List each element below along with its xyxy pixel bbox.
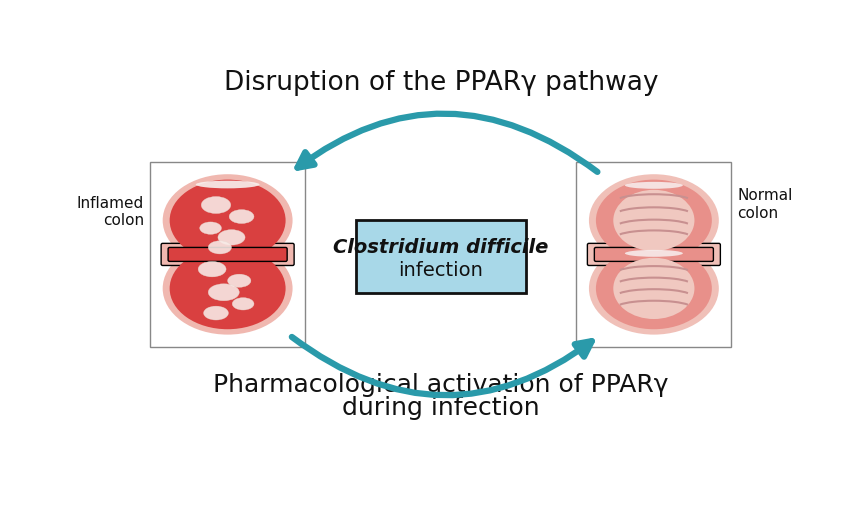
Ellipse shape	[169, 248, 286, 329]
Ellipse shape	[200, 222, 221, 234]
Ellipse shape	[169, 180, 286, 261]
Ellipse shape	[228, 274, 251, 287]
FancyArrowPatch shape	[298, 114, 598, 172]
Ellipse shape	[163, 174, 292, 267]
Ellipse shape	[201, 197, 230, 214]
Ellipse shape	[204, 306, 229, 320]
Text: during infection: during infection	[342, 396, 539, 421]
Ellipse shape	[613, 258, 695, 319]
Ellipse shape	[196, 181, 260, 188]
FancyBboxPatch shape	[161, 244, 294, 265]
Ellipse shape	[589, 174, 719, 267]
Ellipse shape	[163, 242, 292, 334]
Ellipse shape	[625, 250, 683, 257]
Text: Disruption of the PPARγ pathway: Disruption of the PPARγ pathway	[224, 71, 658, 96]
Text: infection: infection	[398, 261, 483, 280]
Bar	[576, 162, 731, 347]
Text: Clostridium difficile: Clostridium difficile	[333, 237, 549, 256]
Ellipse shape	[198, 262, 226, 277]
Text: Pharmacological activation of PPARγ: Pharmacological activation of PPARγ	[213, 373, 668, 397]
Text: Inflamed
colon: Inflamed colon	[77, 196, 144, 228]
FancyArrowPatch shape	[292, 337, 592, 395]
Text: Normal
colon: Normal colon	[738, 188, 793, 220]
Ellipse shape	[232, 298, 254, 310]
Ellipse shape	[625, 182, 683, 189]
Ellipse shape	[218, 230, 245, 245]
Ellipse shape	[589, 242, 719, 334]
Bar	[355, 220, 526, 293]
Ellipse shape	[613, 190, 695, 251]
Bar	[150, 162, 305, 347]
Ellipse shape	[229, 209, 254, 223]
Ellipse shape	[596, 180, 712, 261]
Ellipse shape	[208, 284, 239, 301]
FancyBboxPatch shape	[587, 244, 721, 265]
FancyBboxPatch shape	[594, 248, 714, 262]
Ellipse shape	[596, 248, 712, 329]
FancyBboxPatch shape	[168, 248, 287, 262]
Ellipse shape	[208, 241, 231, 254]
